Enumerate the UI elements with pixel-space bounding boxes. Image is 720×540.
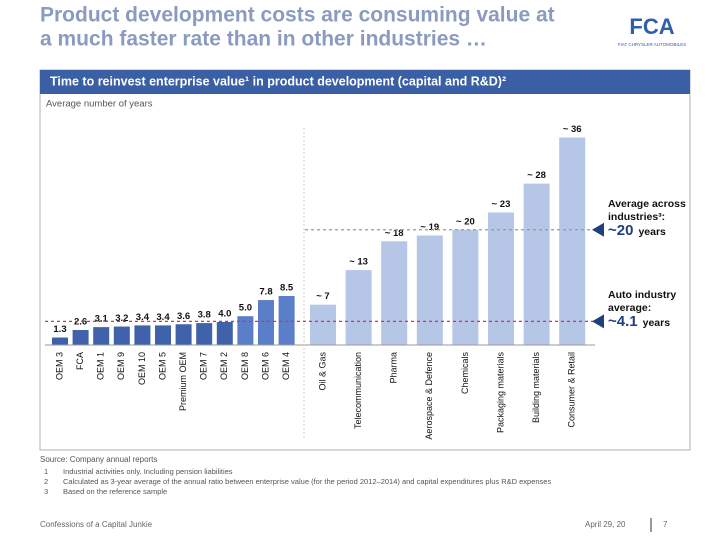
value-label: 3.4	[136, 312, 150, 323]
value-label: ~ 13	[349, 257, 368, 268]
x-tick-label: OEM 8	[240, 352, 250, 380]
footnote-text: Industrial activities only. Including pe…	[63, 467, 233, 476]
bar	[310, 304, 336, 345]
footer-left: Confessions of a Capital Junkie	[40, 520, 153, 529]
footnote-text: Based on the reference sample	[63, 487, 167, 496]
title-line: a much faster rate than in other industr…	[40, 28, 487, 51]
bar	[345, 270, 372, 345]
annotation-text: Average across industries³:	[608, 197, 686, 223]
x-tick-label: OEM 6	[260, 352, 270, 380]
value-label: 3.4	[156, 312, 170, 323]
annotation-text: Auto industry average:	[608, 289, 677, 315]
x-tick-label: Building materials	[531, 352, 541, 424]
bar	[155, 325, 171, 345]
value-label: ~ 20	[456, 216, 475, 227]
value-label: 8.5	[280, 283, 294, 294]
pointer	[592, 314, 604, 329]
value-label: 4.0	[218, 308, 231, 319]
bar	[452, 229, 479, 345]
x-tick-label: Consumer & Retail	[567, 352, 577, 428]
value-label: ~ 28	[527, 170, 546, 181]
bar	[237, 316, 254, 345]
reference-label: ~20	[608, 221, 634, 239]
value-label: 7.8	[259, 287, 272, 298]
x-tick-label: OEM 3	[54, 352, 64, 380]
reference-label: ~4.1	[608, 313, 638, 331]
bar	[416, 235, 443, 345]
x-tick-label: Premium OEM	[178, 352, 188, 411]
bar	[93, 327, 110, 345]
bar	[113, 326, 130, 345]
bar	[175, 324, 192, 345]
bar	[523, 183, 550, 345]
x-tick-label: OEM 7	[199, 352, 209, 380]
value-label: ~ 7	[316, 291, 329, 302]
x-tick-label: OEM 5	[157, 352, 167, 380]
x-tick-label: OEM 1	[96, 352, 106, 380]
value-label: 2.6	[74, 317, 87, 328]
x-tick-label: Telecommunication	[353, 352, 363, 429]
annotation-block: Auto industry average: ~4.1 years	[608, 289, 688, 330]
value-label: 3.8	[198, 310, 211, 321]
value-label: 5.0	[239, 303, 252, 314]
annotation-value: ~4.1 years	[608, 313, 688, 331]
bar	[559, 137, 586, 345]
pointer	[592, 222, 604, 237]
value-label: ~ 36	[563, 124, 582, 135]
bar	[488, 212, 514, 345]
reference-unit: years	[642, 317, 671, 330]
x-tick-label: Chemicals	[460, 352, 470, 395]
logo-sub: FIAT CHRYSLER AUTOMOBILES	[618, 42, 686, 47]
x-tick-label: FCA	[75, 352, 85, 370]
bar	[278, 296, 295, 345]
x-tick-label: Pharma	[389, 352, 399, 384]
x-tick-label: Packaging materials	[495, 352, 505, 434]
value-label: 3.2	[115, 313, 128, 324]
logo: FCA	[629, 14, 674, 39]
chart-header	[40, 70, 690, 94]
annotation-block: Average across industries³: ~20 years	[608, 198, 688, 239]
footer-date: April 29, 20	[585, 520, 626, 529]
bar	[72, 330, 89, 345]
x-tick-label: OEM 9	[116, 352, 126, 380]
bar	[216, 321, 233, 345]
value-label: 3.6	[177, 311, 190, 322]
x-tick-label: Aerospace & Defence	[424, 352, 434, 440]
value-label: 1.3	[53, 324, 66, 335]
x-tick-label: OEM 10	[137, 352, 147, 385]
bar	[258, 300, 274, 345]
value-label: ~ 18	[385, 228, 404, 239]
x-tick-label: OEM 2	[219, 352, 229, 380]
annotation: Average across industries³:~20 years	[608, 198, 688, 239]
bar	[134, 325, 151, 345]
footnote-text: Calculated as 3-year average of the annu…	[63, 477, 551, 486]
value-label: 3.1	[95, 314, 109, 325]
annotation-value: ~20 years	[608, 221, 688, 239]
annotation: Auto industry average:~4.1 years	[608, 289, 688, 330]
footnote-number: 3	[44, 487, 48, 496]
chart-title: Time to reinvest enterprise value¹ in pr…	[50, 74, 506, 88]
source: Source: Company annual reports	[40, 455, 157, 464]
x-tick-label: OEM 4	[281, 352, 291, 380]
bar	[381, 241, 408, 345]
page-number: 7	[663, 520, 668, 529]
value-label: ~ 23	[492, 199, 511, 210]
x-tick-label: Oil & Gas	[317, 352, 327, 391]
bar	[196, 323, 213, 345]
bar	[52, 337, 68, 345]
footnote-number: 2	[44, 477, 48, 486]
footnote-number: 1	[44, 467, 48, 476]
value-label: ~ 19	[420, 222, 439, 233]
reference-unit: years	[638, 225, 666, 238]
chart-subtitle: Average number of years	[46, 99, 153, 110]
title-line: Product development costs are consuming …	[40, 4, 555, 27]
